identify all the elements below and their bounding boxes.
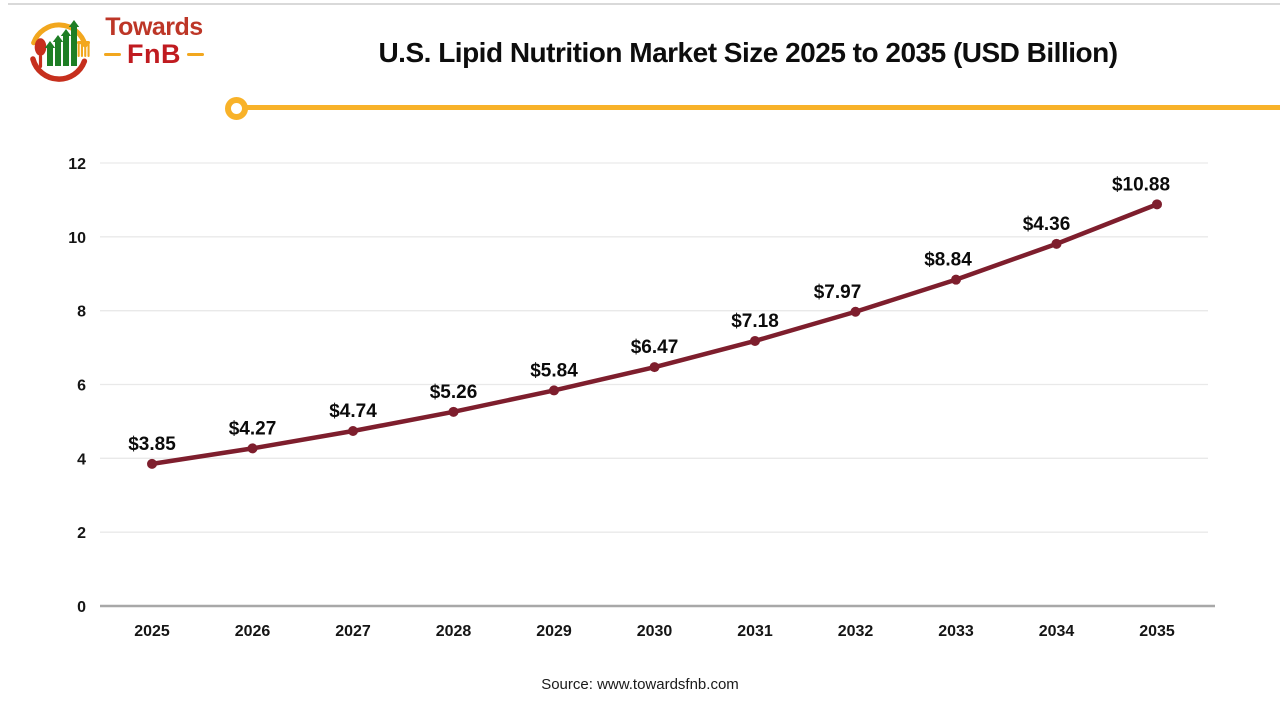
towardsfnb-logo-text: Towards FnB (100, 13, 208, 69)
x-tick-label: 2026 (235, 623, 271, 640)
page-title: U.S. Lipid Nutrition Market Size 2025 to… (378, 37, 1118, 68)
logo-dash-right (186, 52, 204, 56)
x-tick-label: 2035 (1139, 623, 1175, 640)
data-point-label: $7.18 (731, 311, 779, 332)
data-point (850, 306, 861, 317)
x-tick-label: 2030 (637, 623, 673, 640)
data-point-label: $4.74 (329, 401, 377, 422)
data-point-label: $4.36 (1023, 214, 1071, 235)
towardsfnb-logo-icon (30, 20, 90, 82)
y-tick-label: 12 (68, 156, 86, 173)
data-point-label: $8.84 (924, 250, 972, 271)
x-tick-label: 2028 (436, 623, 472, 640)
data-point (1051, 238, 1062, 249)
data-point (750, 335, 760, 346)
data-point-label: $4.27 (229, 418, 277, 439)
data-point-label: $7.97 (814, 282, 862, 303)
title-divider-ring-icon (225, 97, 248, 120)
logo-dash-left (104, 52, 121, 56)
x-tick-label: 2025 (134, 623, 170, 640)
data-point (348, 426, 358, 437)
y-tick-label: 8 (77, 304, 86, 321)
data-point (549, 385, 559, 396)
x-tick-label: 2031 (737, 623, 773, 640)
source-text: Source: www.towardsfnb.com (541, 676, 739, 693)
trend-line (149, 202, 1160, 467)
logo-brand-fnb: FnB (127, 39, 181, 69)
data-point (448, 406, 459, 417)
data-point-label: $5.84 (530, 360, 578, 381)
data-point (147, 458, 157, 469)
top-border-line (8, 3, 1280, 5)
data-point-label: $5.26 (430, 382, 478, 403)
x-tick-label: 2033 (938, 623, 974, 640)
data-point-label: $3.85 (128, 434, 176, 455)
logo-brand-towards: Towards (105, 13, 203, 41)
towardsfnb-logo: Towards FnB (28, 14, 208, 86)
y-tick-label: 4 (77, 451, 86, 468)
title-divider-line (247, 105, 1280, 110)
data-point-label: $6.47 (631, 337, 679, 358)
data-point (1152, 199, 1162, 210)
data-point (247, 443, 258, 454)
y-tick-label: 6 (77, 378, 86, 395)
x-tick-label: 2032 (838, 623, 874, 640)
y-tick-label: 10 (68, 230, 86, 247)
data-point-label: $10.88 (1112, 174, 1170, 195)
y-tick-label: 2 (77, 525, 86, 542)
data-point (951, 274, 961, 285)
x-tick-label: 2027 (335, 623, 371, 640)
y-tick-label: 0 (77, 599, 86, 616)
x-tick-label: 2029 (536, 623, 572, 640)
x-tick-label: 2034 (1039, 623, 1075, 640)
data-point (649, 362, 660, 373)
